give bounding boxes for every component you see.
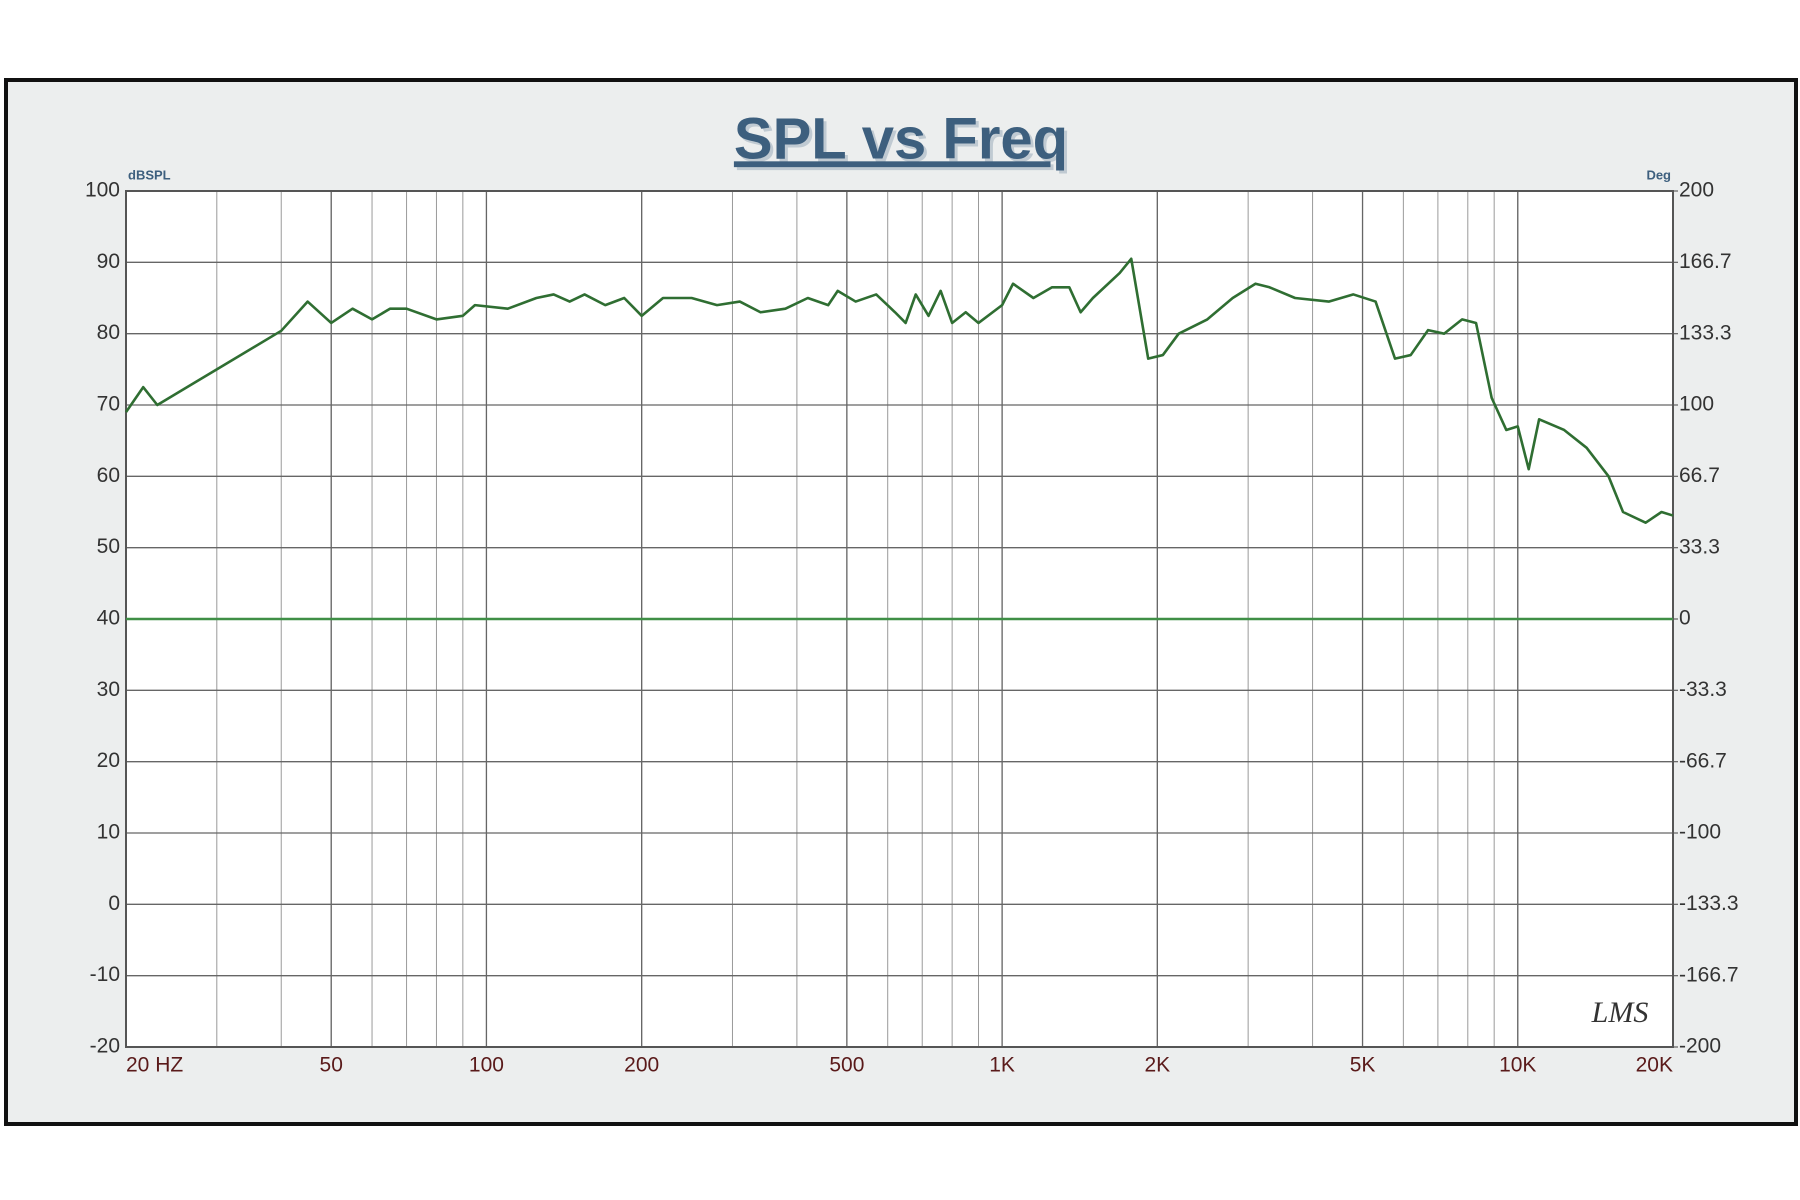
title-shadow: SPL vs Freq: [737, 109, 1071, 174]
series-line: [124, 257, 1674, 524]
y2-tick-label: 0: [1679, 607, 1691, 630]
y-tick-label: 70: [97, 393, 120, 416]
y2-tick-label: 200: [1679, 179, 1714, 202]
x-tick-label: 1K: [989, 1054, 1015, 1077]
x-tick-label: 2K: [1144, 1054, 1170, 1077]
y-tick-label: 60: [97, 464, 120, 487]
y2-axis-label: Deg: [1646, 167, 1671, 182]
y-tick-label: 30: [97, 678, 120, 701]
chart-title: SPL vs Freq: [734, 106, 1068, 171]
y-tick-label: 100: [85, 179, 120, 202]
y-axis-label: dBSPL: [128, 167, 171, 182]
x-tick-label: 20 HZ: [126, 1054, 183, 1077]
y2-tick-label: -33.3: [1679, 678, 1727, 701]
y2-tick-label: -133.3: [1679, 892, 1739, 915]
y2-tick-label: 166.7: [1679, 250, 1732, 273]
annotation: LMS: [1591, 996, 1649, 1029]
y2-tick-label: 33.3: [1679, 535, 1720, 558]
x-tick-label: 500: [829, 1054, 864, 1077]
y-tick-label: -10: [90, 963, 120, 986]
y-tick-label: 0: [108, 892, 120, 915]
y-tick-label: 10: [97, 821, 120, 844]
x-tick-label: 10K: [1499, 1054, 1536, 1077]
y-tick-label: 40: [97, 607, 120, 630]
y-tick-label: 90: [97, 250, 120, 273]
y2-tick-label: 133.3: [1679, 321, 1732, 344]
x-tick-label: 100: [469, 1054, 504, 1077]
x-tick-label: 20K: [1636, 1054, 1673, 1077]
y-tick-label: -20: [90, 1035, 120, 1058]
x-tick-label: 5K: [1350, 1054, 1376, 1077]
y2-tick-label: -166.7: [1679, 963, 1739, 986]
y2-tick-label: -66.7: [1679, 749, 1727, 772]
y2-tick-label: -100: [1679, 821, 1721, 844]
y-tick-label: 50: [97, 535, 120, 558]
y-tick-label: 20: [97, 749, 120, 772]
x-tick-label: 200: [624, 1054, 659, 1077]
y2-tick-label: 66.7: [1679, 464, 1720, 487]
y-tick-label: 80: [97, 321, 120, 344]
y2-tick-label: 100: [1679, 393, 1714, 416]
x-tick-label: 50: [320, 1054, 343, 1077]
y2-tick-label: -200: [1679, 1035, 1721, 1058]
